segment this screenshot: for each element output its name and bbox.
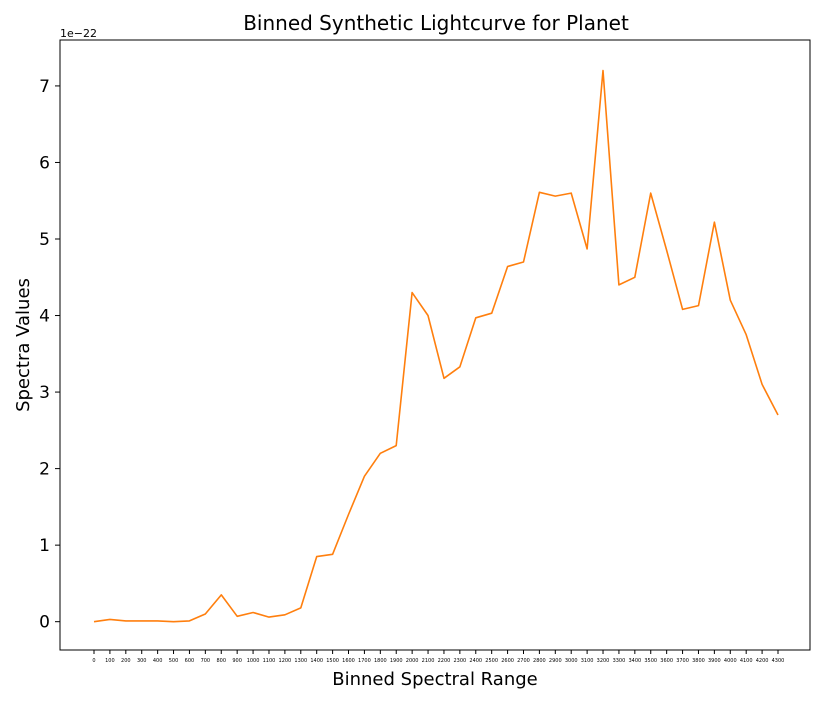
y-axis-label: Spectra Values: [13, 278, 34, 412]
x-axis-label: Binned Spectral Range: [332, 669, 537, 690]
x-tick-label: 0: [92, 658, 95, 664]
x-tick-label: 1800: [374, 658, 387, 664]
x-tick-label: 400: [153, 658, 163, 664]
x-tick-label: 1300: [294, 658, 307, 664]
x-tick-label: 3500: [644, 658, 657, 664]
chart-title: Binned Synthetic Lightcurve for Planet: [243, 11, 629, 35]
x-tick-label: 4000: [724, 658, 737, 664]
x-tick-label: 1000: [247, 658, 260, 664]
plot-area-frame: [59, 39, 811, 651]
x-tick-label: 3200: [597, 658, 610, 664]
x-tick-label: 4100: [740, 658, 753, 664]
x-tick-label: 3400: [628, 658, 641, 664]
x-tick-label: 200: [121, 658, 131, 664]
x-tick-label: 1200: [279, 658, 292, 664]
x-tick-label: 4200: [756, 658, 769, 664]
x-tick-label: 2400: [469, 658, 482, 664]
x-tick-label: 1500: [326, 658, 339, 664]
x-tick-label: 300: [137, 658, 147, 664]
y-axis: 0 1 2 3 4 5 6 7: [39, 77, 60, 633]
x-tick-label: 700: [201, 658, 211, 664]
x-tick-label: 2600: [501, 658, 514, 664]
y-tick-label: 5: [39, 230, 50, 250]
y-tick-label: 4: [39, 307, 50, 327]
x-tick-label: 2100: [422, 658, 435, 664]
y-tick-label: 1: [39, 536, 50, 556]
x-tick-label: 3900: [708, 658, 721, 664]
x-tick-label: 3100: [581, 658, 594, 664]
x-tick-label: 3800: [692, 658, 705, 664]
y-tick-label: 7: [39, 77, 50, 97]
x-tick-label: 2500: [485, 658, 498, 664]
x-tick-label: 1400: [310, 658, 323, 664]
y-tick-label: 6: [39, 153, 50, 173]
x-tick-label: 2000: [406, 658, 419, 664]
x-axis: 0 100 200 300 400 500 600 700 800 900 1000 1100 1200…: [92, 650, 784, 664]
x-tick-label: 2300: [453, 658, 466, 664]
x-tick-label: 2200: [438, 658, 451, 664]
y-tick-label: 3: [39, 383, 50, 403]
x-tick-label: 2900: [549, 658, 562, 664]
x-tick-label: 3700: [676, 658, 689, 664]
x-tick-label: 2800: [533, 658, 546, 664]
x-tick-label: 3600: [660, 658, 673, 664]
x-tick-label: 500: [169, 658, 179, 664]
y-offset-label: 1e−22: [60, 27, 97, 40]
x-tick-label: 100: [105, 658, 115, 664]
y-tick-label: 0: [39, 613, 50, 633]
x-tick-label: 1900: [390, 658, 403, 664]
x-tick-label: 900: [232, 658, 242, 664]
y-tick-label: 2: [39, 460, 50, 480]
series-line: [93, 69, 779, 623]
x-tick-label: 1700: [358, 658, 371, 664]
x-tick-label: 1100: [263, 658, 276, 664]
x-tick-label: 3000: [565, 658, 578, 664]
x-tick-label: 3300: [613, 658, 626, 664]
x-tick-label: 4300: [772, 658, 785, 664]
x-tick-label: 2700: [517, 658, 530, 664]
x-tick-label: 1600: [342, 658, 355, 664]
x-tick-label: 800: [216, 658, 226, 664]
x-tick-label: 600: [185, 658, 195, 664]
